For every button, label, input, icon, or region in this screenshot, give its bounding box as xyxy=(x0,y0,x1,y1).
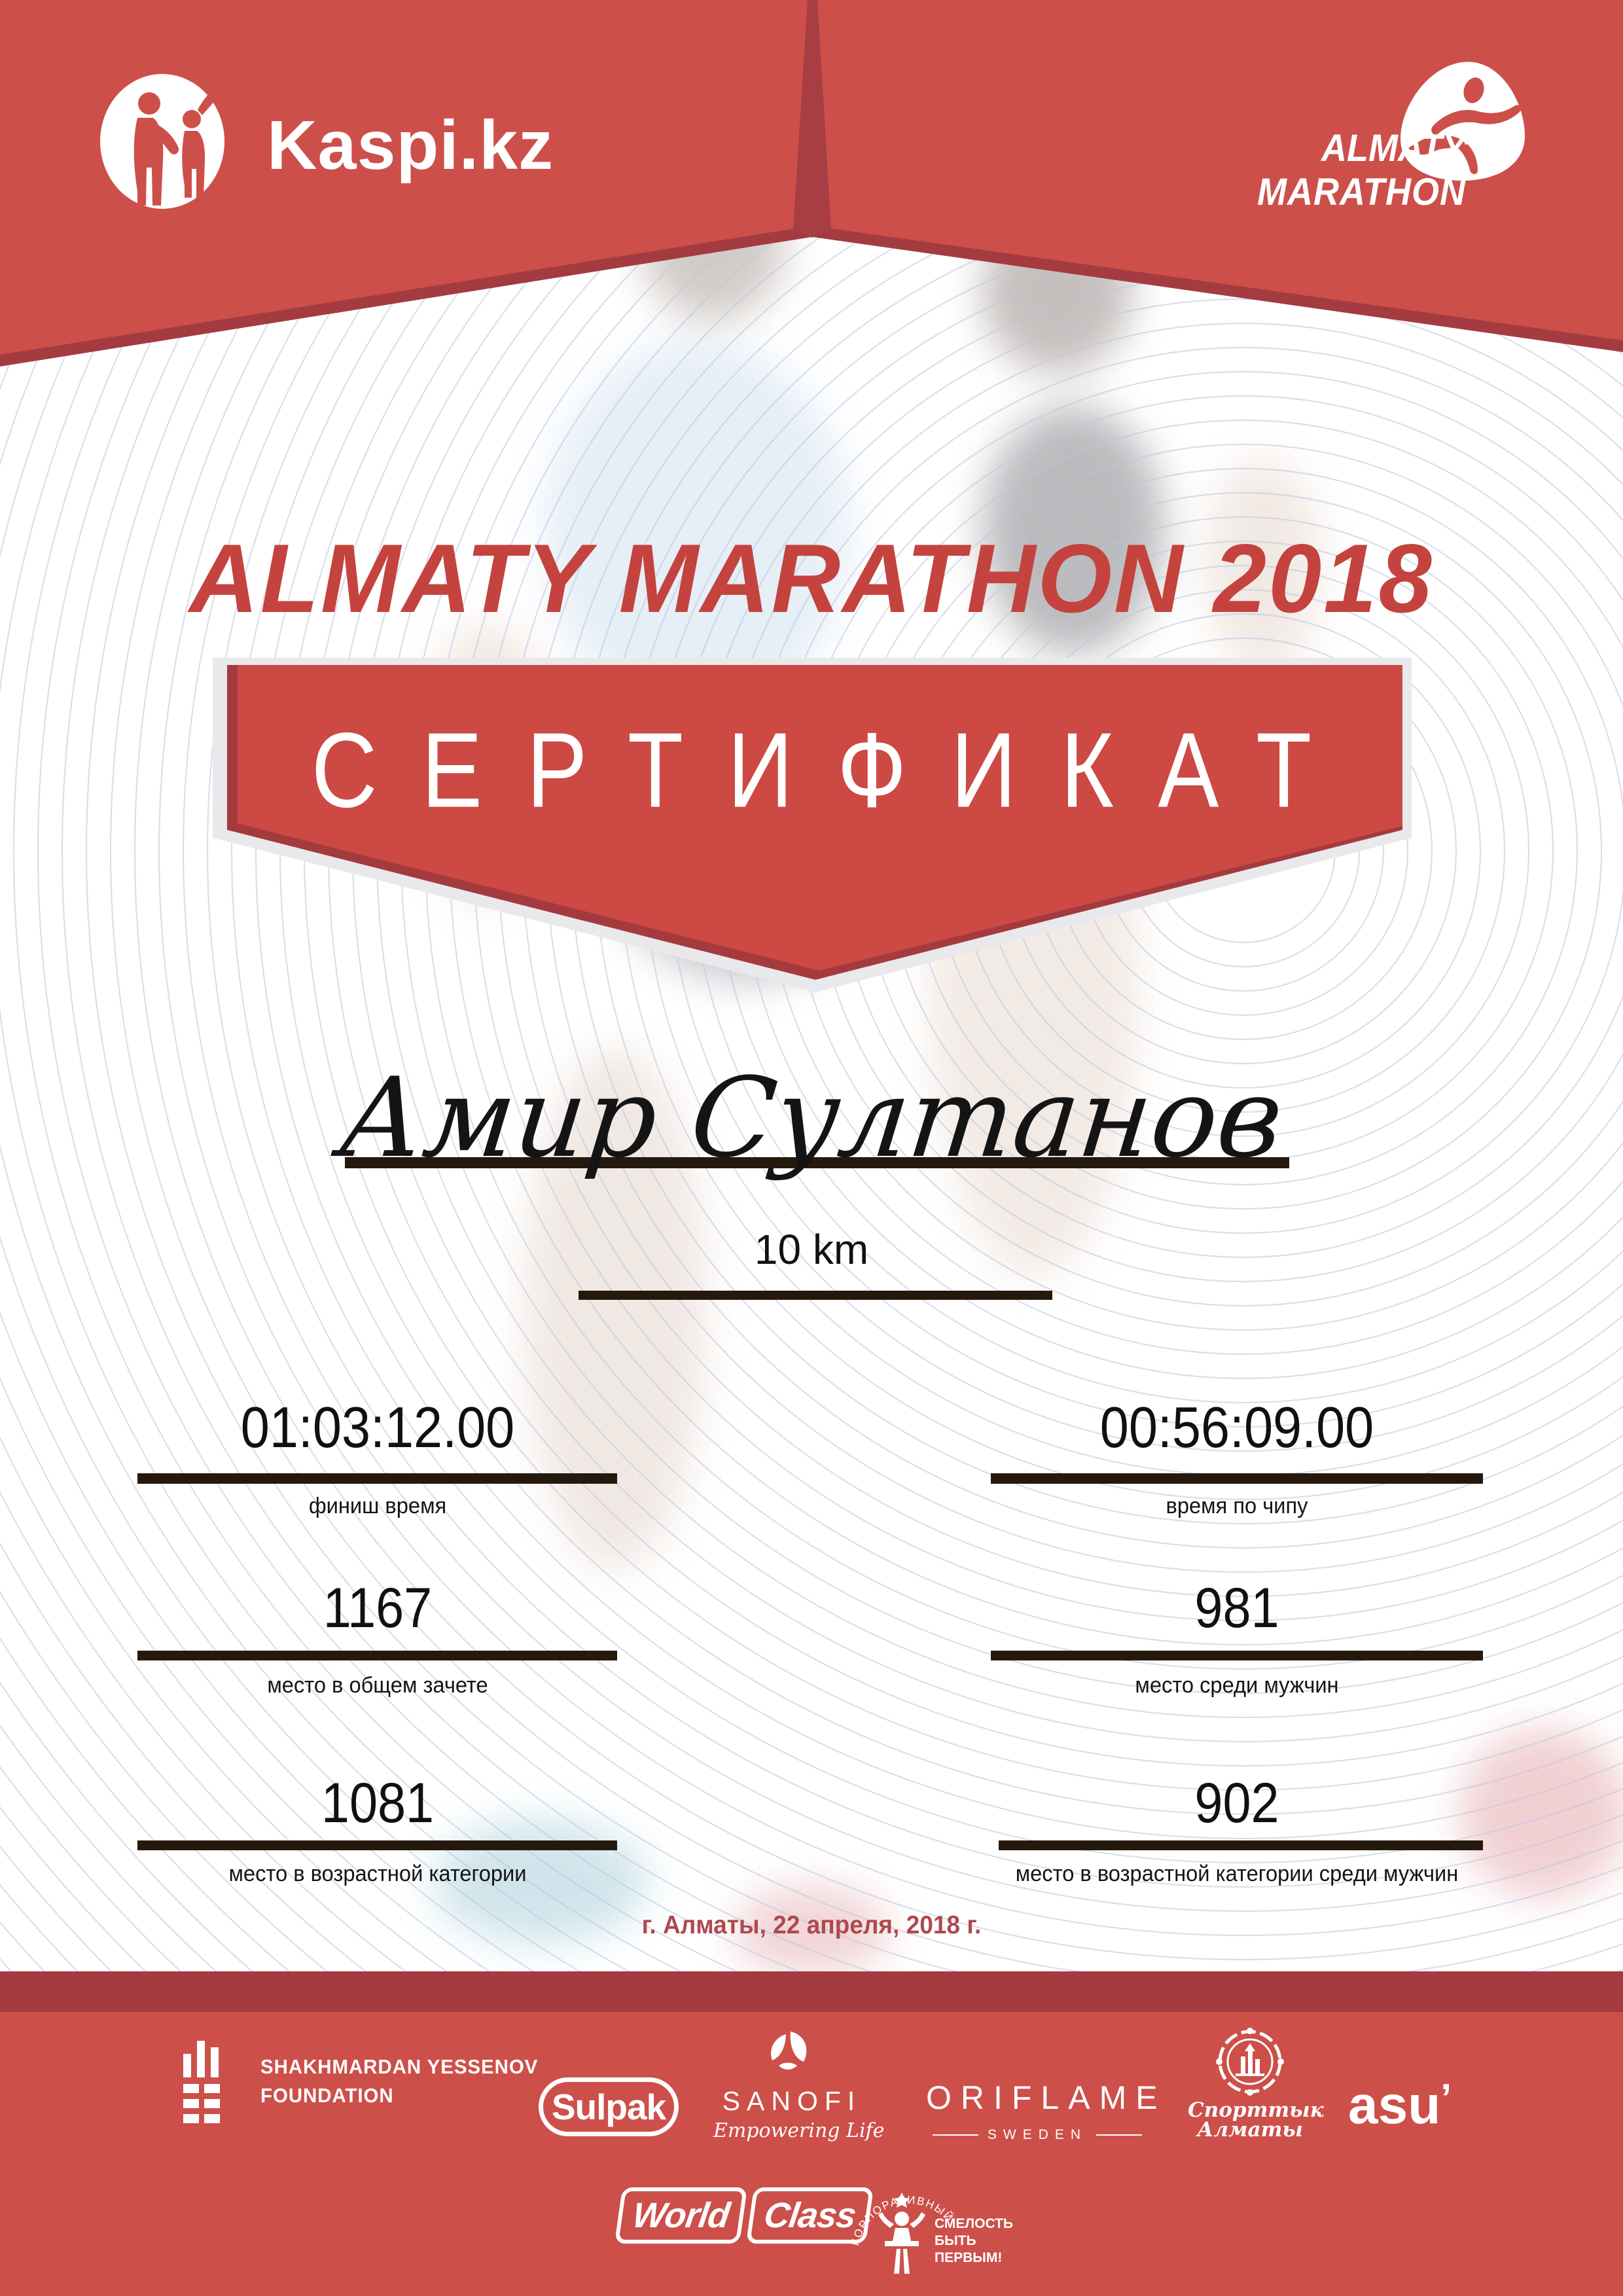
city-date-line: г. Алматы, 22 апреля, 2018 г. xyxy=(641,1911,982,1939)
result-underline xyxy=(137,1651,617,1660)
fund-line2: БЫТЬ xyxy=(935,2233,976,2248)
gender-place-value: 981 xyxy=(1194,1577,1279,1640)
sanofi-text: SANOFI xyxy=(722,2086,862,2116)
age-gender-place-label: место в возрастной категории среди мужчи… xyxy=(1015,1861,1459,1886)
result-underline xyxy=(137,1840,617,1850)
sanofi-tagline: Empowering Life xyxy=(713,2119,885,2142)
sanofi-bird-icon xyxy=(771,2032,807,2070)
sporttyk-text: Спорттык Алматы xyxy=(1188,2098,1324,2142)
oriflame-logo: ORIFLAME SWEDEN xyxy=(926,2079,1167,2143)
age-place-label: место в возрастной категории xyxy=(228,1861,527,1886)
kaspi-logo-text: Kaspi.kz xyxy=(267,106,554,184)
sporttyk-emblem-icon xyxy=(1216,2028,1284,2096)
age-place-value: 1081 xyxy=(321,1772,435,1835)
finish-time-label: финиш время xyxy=(308,1494,447,1518)
overall-place-label: место в общем зачете xyxy=(267,1673,488,1698)
corporate-fund-logo: КОРПОРАТИВНЫЙ ФОНД СМЕЛОСТЬ БЫТЬ ПЕРВЫМ! xyxy=(846,2158,1047,2282)
chip-time-label: время по чипу xyxy=(1166,1494,1308,1518)
result-underline xyxy=(991,1651,1483,1660)
footer-divider-band xyxy=(0,1971,1623,2012)
almaty-marathon-logo-text: ALMATY MARATHON xyxy=(1257,127,1466,213)
sponsors-footer: SHAKHMARDAN YESSENOV FOUNDATION Sulpak S… xyxy=(0,2012,1623,2296)
yessenov-bars-icon xyxy=(183,2041,220,2123)
sporttyk-almaty-logo: Спорттык Алматы xyxy=(1188,2028,1324,2142)
asu-logo: asuʼ xyxy=(1348,2075,1452,2135)
kaspi-people-icon xyxy=(100,74,224,209)
oriflame-text: ORIFLAME xyxy=(926,2079,1167,2116)
distance-underline xyxy=(579,1291,1052,1300)
sulpak-logo: Sulpak xyxy=(539,2077,679,2136)
participant-name: Амир Султанов xyxy=(334,1054,1289,1182)
fund-line3: ПЕРВЫМ! xyxy=(935,2250,1002,2265)
fund-line1: СМЕЛОСТЬ xyxy=(935,2216,1013,2231)
certificate-label: СЕРТИФИКАТ xyxy=(311,710,1356,830)
result-underline xyxy=(999,1840,1483,1850)
sanofi-logo: SANOFI Empowering Life xyxy=(713,2030,885,2142)
corporate-fund-emblem: КОРПОРАТИВНЫЙ ФОНД СМЕЛОСТЬ БЫТЬ ПЕРВЫМ! xyxy=(846,2158,1013,2274)
chip-time-value: 00:56:09.00 xyxy=(1099,1395,1374,1460)
oriflame-country: SWEDEN xyxy=(987,2127,1088,2142)
result-underline xyxy=(137,1473,617,1484)
gender-place-label: место среди мужчин xyxy=(1135,1673,1339,1698)
world-class-logo: World Class xyxy=(614,2187,874,2244)
age-gender-place-value: 902 xyxy=(1194,1772,1279,1835)
asu-accent: ʼ xyxy=(1440,2076,1452,2120)
kaspi-logo: Kaspi.kz xyxy=(98,72,554,211)
overall-place-value: 1167 xyxy=(323,1577,433,1640)
event-title: ALMATY MARATHON 2018 xyxy=(189,524,1434,633)
world-class-word1: World xyxy=(614,2187,748,2244)
yessenov-text: SHAKHMARDAN YESSENOV FOUNDATION xyxy=(260,2055,539,2107)
distance: 10 km xyxy=(754,1226,869,1273)
result-underline xyxy=(991,1473,1483,1484)
finish-time-value: 01:03:12.00 xyxy=(240,1395,515,1460)
